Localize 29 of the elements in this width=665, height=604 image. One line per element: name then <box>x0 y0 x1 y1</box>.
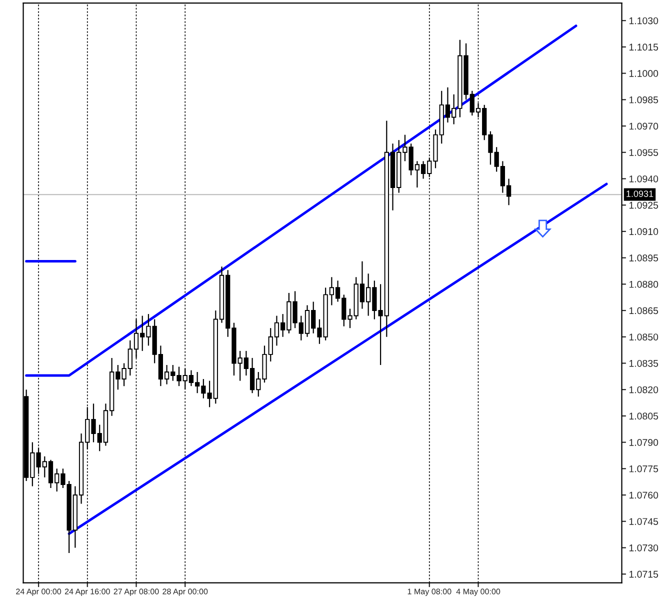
x-tick-label: 24 Apr 16:00 <box>64 588 110 596</box>
y-tick-label: 1.0805 <box>629 412 658 420</box>
y-tick-label: 1.0820 <box>629 386 658 394</box>
y-tick-label: 1.0940 <box>629 175 658 182</box>
y-tick-label: 1.0850 <box>629 334 658 340</box>
x-tick-label: 27 Apr 08:00 <box>114 588 159 596</box>
x-tick-label: 4 May 00:00 <box>456 588 500 596</box>
y-tick-label: 1.0835 <box>629 360 658 367</box>
x-tick-label: 1 May 08:00 <box>408 588 452 596</box>
y-tick-label: 1.0880 <box>629 280 658 288</box>
y-tick-label: 1.0730 <box>629 544 658 552</box>
y-tick-label: 1.0745 <box>629 518 658 525</box>
y-tick-label: 1.1030 <box>629 17 658 24</box>
x-tick-label: 24 Apr 00:00 <box>16 588 62 596</box>
y-tick-label: 1.0760 <box>629 492 658 499</box>
y-tick-label: 1.0985 <box>629 96 658 104</box>
y-tick-label: 1.0775 <box>629 465 658 472</box>
y-tick-label: 1.1000 <box>629 70 658 77</box>
y-tick-label: 1.1015 <box>629 44 658 51</box>
y-tick-label: 1.0910 <box>629 228 658 236</box>
y-tick-label: 1.0955 <box>629 149 658 156</box>
x-tick-label: 28 Apr 00:00 <box>162 588 208 596</box>
y-tick-label: 1.0970 <box>629 122 658 130</box>
y-tick-label: 1.0865 <box>629 307 658 314</box>
y-tick-label: 1.0895 <box>629 254 658 262</box>
y-tick-label: 1.0715 <box>629 570 658 578</box>
y-tick-label: 1.0790 <box>629 439 658 446</box>
y-tick-label: 1.0925 <box>629 202 658 209</box>
ref-line-label: 1.0931 <box>626 190 654 197</box>
